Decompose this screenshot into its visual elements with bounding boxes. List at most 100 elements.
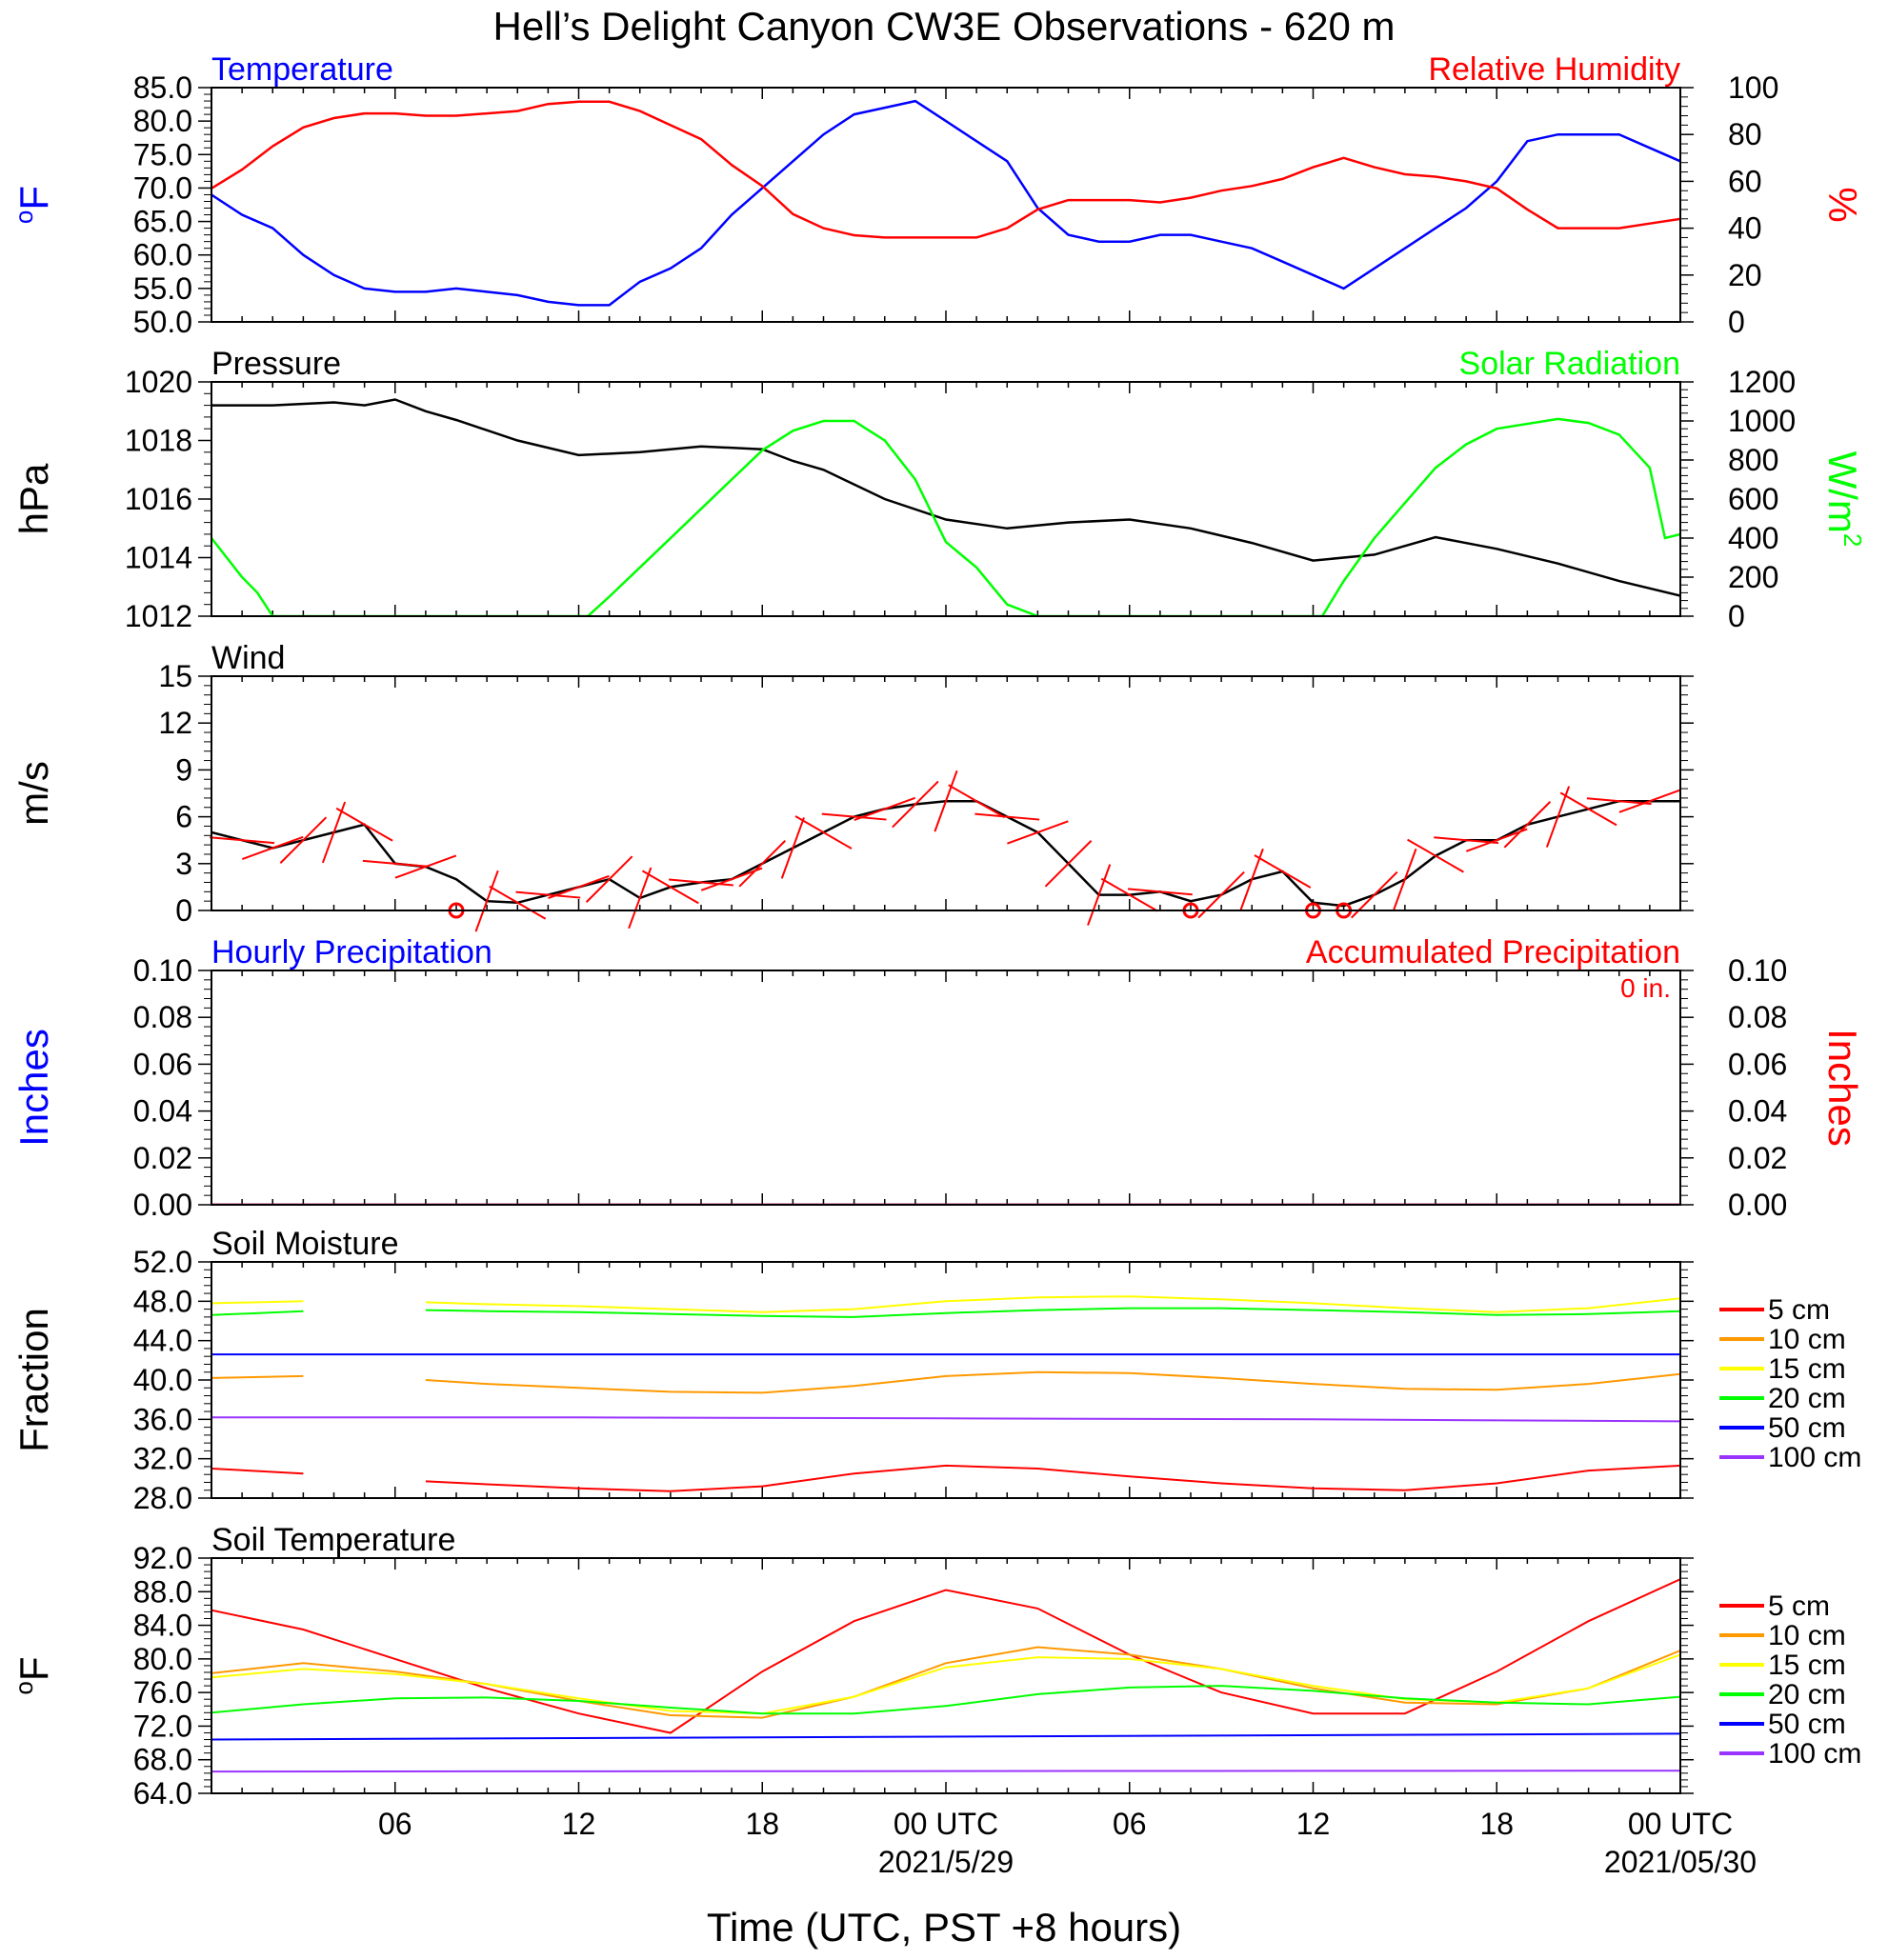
panel-soil-moisture: 28.0 32.0 36.0 40.0 44.0 48.0 52.0 Soil Moistur… — [11, 1226, 1861, 1515]
x-tick-label: 06 — [378, 1807, 412, 1841]
x-axis-label: Time (UTC, PST +8 hours) — [707, 1905, 1181, 1950]
series-line-soil-moisture-2 — [211, 1295, 1680, 1313]
y2-tick-label: 0.02 — [1728, 1141, 1787, 1175]
y-tick-label: 68.0 — [133, 1743, 192, 1777]
y2-tick-label: 400 — [1728, 521, 1778, 555]
panel-title-right: Solar Radiation — [1459, 346, 1680, 382]
y2-tick-label: 0.00 — [1728, 1188, 1787, 1222]
x-tick-label: 18 — [1479, 1807, 1514, 1841]
panel-wind: 0 3 6 9 12 15 Wind m/s — [11, 640, 1694, 932]
y2-tick-label: 0.06 — [1728, 1047, 1787, 1081]
panel-title-left: Pressure — [211, 346, 341, 382]
y2-tick-label: 100 — [1728, 70, 1778, 105]
y-axis-label: hPa — [11, 463, 56, 534]
wind-barb — [474, 870, 499, 932]
wind-barb — [628, 867, 653, 930]
legend-label: 15 cm — [1768, 1353, 1846, 1385]
panel-precip: 0.00 0.02 0.04 0.06 0.08 0.10 0.00 0.02 0.04 0.06… — [11, 934, 1865, 1222]
y-tick-label: 28.0 — [133, 1481, 192, 1515]
wind-barbs — [210, 770, 1681, 932]
y-axis-label: Inches — [11, 1029, 56, 1147]
series-line-soil-temperature-0 — [211, 1578, 1680, 1734]
series-line-wind-0 — [211, 799, 1680, 908]
panel-title-right: Accumulated Precipitation — [1306, 934, 1680, 970]
panel-soil-temperature: 64.068.072.076.080.084.088.092.0 Soil Tem… — [10, 1522, 1861, 1810]
panel-pressure-solar: 1012 1014 1016 1018 1020 0 200 400 600 800 1000 120… — [11, 346, 1867, 633]
y-tick-label: 1016 — [125, 482, 192, 516]
wind-barb — [1407, 838, 1464, 873]
y-tick-label: 32.0 — [133, 1442, 192, 1476]
panel-frame — [211, 1261, 1681, 1499]
wind-barb — [585, 855, 633, 903]
panel-title-left: Wind — [211, 640, 285, 676]
y-tick-label: 0.04 — [133, 1094, 192, 1129]
y-tick-label: 0.02 — [133, 1141, 192, 1175]
y2-tick-label: 200 — [1728, 560, 1778, 594]
wind-barb — [394, 854, 457, 879]
panel-frame — [211, 1557, 1681, 1794]
y2-tick-label: 800 — [1728, 443, 1778, 477]
wind-barb — [1559, 791, 1617, 827]
y-tick-label: 3 — [175, 847, 192, 881]
panel-title-right: Relative Humidity — [1428, 51, 1680, 88]
y-tick-label: 88.0 — [133, 1574, 192, 1609]
panels: 50.055.060.065.070.075.080.085.002040608… — [10, 51, 1867, 1810]
wind-barb — [780, 817, 805, 879]
series-line-soil-moisture-5 — [211, 1416, 1680, 1423]
legend-label: 100 cm — [1768, 1442, 1861, 1473]
y-tick-label: 15 — [158, 659, 192, 693]
panel-frame — [211, 675, 1681, 911]
wind-barb — [934, 770, 958, 832]
panel-title-left: Temperature — [211, 51, 393, 88]
y-tick-label: 52.0 — [133, 1245, 192, 1279]
wind-barb — [948, 784, 1006, 819]
y-tick-label: 6 — [175, 800, 192, 834]
wind-barb — [1087, 864, 1112, 926]
wind-barb — [1393, 848, 1417, 910]
wind-barb — [1465, 828, 1528, 852]
y-tick-label: 65.0 — [133, 205, 192, 239]
y2-tick-label: 0.04 — [1728, 1094, 1787, 1129]
y2-tick-label: 40 — [1728, 211, 1762, 246]
chart-title: Hell’s Delight Canyon CW3E Observations … — [493, 4, 1396, 49]
y-tick-label: 0 — [175, 893, 192, 928]
y2-tick-label: 0.08 — [1728, 1000, 1787, 1034]
wind-barb — [1254, 854, 1312, 889]
panel-temp-rh: 50.055.060.065.070.075.080.085.0 0 20 40 60 8… — [10, 51, 1865, 339]
legend-label: 5 cm — [1768, 1590, 1830, 1622]
y-tick-label: 36.0 — [133, 1402, 192, 1436]
wind-barb — [1100, 877, 1158, 912]
wind-barb — [854, 796, 916, 821]
y-tick-label: 76.0 — [133, 1675, 192, 1710]
y2-tick-label: 80 — [1728, 117, 1762, 151]
legend-label: 10 cm — [1768, 1620, 1846, 1651]
wind-barb — [1044, 840, 1093, 888]
y-tick-label: 80.0 — [133, 104, 192, 138]
y-tick-label: 0.00 — [133, 1188, 192, 1222]
series-line-soil-temperature-4 — [211, 1732, 1680, 1741]
wind-barb — [821, 812, 887, 821]
x-tick-label: 00 UTC — [894, 1807, 998, 1841]
legend-label: 15 cm — [1768, 1650, 1846, 1681]
wind-barb — [892, 780, 939, 829]
legend-label: 50 cm — [1768, 1709, 1846, 1740]
series-line-pressure-solar-1 — [211, 417, 1680, 616]
wind-barb — [1007, 820, 1069, 845]
wind-barb — [794, 815, 853, 850]
y2-axis-label: Inches — [1820, 1029, 1865, 1147]
y2-tick-label: 600 — [1728, 482, 1778, 516]
y2-tick-label: 60 — [1728, 164, 1762, 198]
y-tick-label: 72.0 — [133, 1709, 192, 1743]
y2-tick-label: 1200 — [1728, 365, 1796, 399]
series-line-pressure-solar-0 — [211, 398, 1680, 597]
wind-barb — [548, 874, 610, 899]
y2-tick-label: 0 — [1728, 599, 1745, 633]
y-tick-label: 40.0 — [133, 1363, 192, 1397]
y-axis-label: Fraction — [11, 1308, 56, 1452]
panel-frame — [211, 970, 1681, 1206]
panel-annotation: 0 in. — [1620, 973, 1671, 1003]
y2-tick-label: 1000 — [1728, 404, 1796, 438]
x-tick-label: 18 — [745, 1807, 779, 1841]
legend-label: 20 cm — [1768, 1383, 1846, 1414]
